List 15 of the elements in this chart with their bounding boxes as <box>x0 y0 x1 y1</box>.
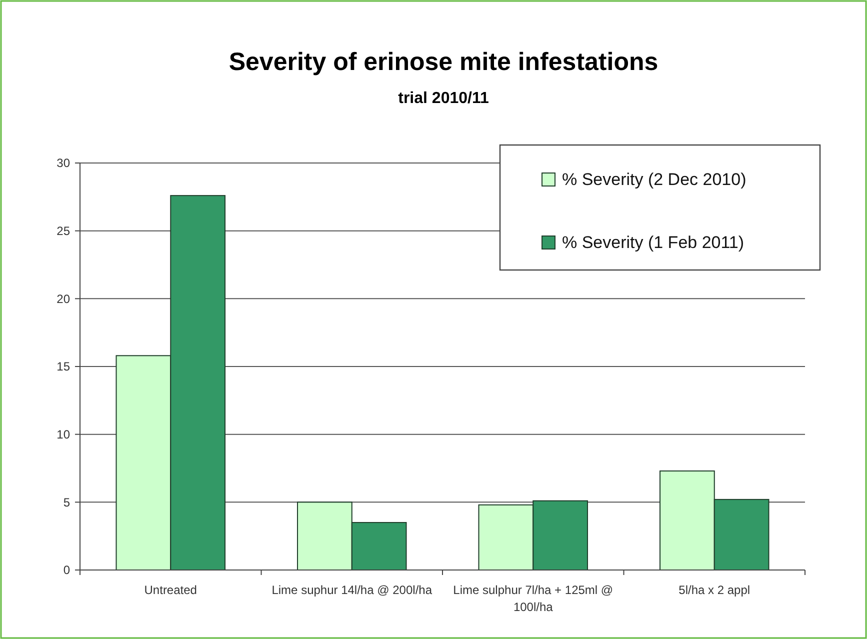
y-tick-label: 20 <box>56 292 70 306</box>
y-tick-label: 15 <box>56 360 70 374</box>
x-tick-label: 5l/ha x 2 appl <box>678 583 750 597</box>
y-tick-label: 25 <box>56 224 70 238</box>
chart-title: Severity of erinose mite infestations <box>228 48 658 76</box>
y-tick-label: 10 <box>56 428 70 442</box>
legend-label: % Severity (1 Feb 2011) <box>562 233 744 252</box>
y-tick-label: 0 <box>63 563 70 578</box>
x-tick-label: Untreated <box>144 583 197 597</box>
y-tick-label: 5 <box>63 495 70 510</box>
legend-label: % Severity (2 Dec 2010) <box>562 170 746 189</box>
y-tick-label: 30 <box>56 156 70 170</box>
x-tick-label: Lime suphur 14l/ha @ 200l/ha <box>272 583 432 597</box>
chart-subtitle: trial 2010/11 <box>398 90 489 107</box>
x-tick-label: Lime sulphur 7l/ha + 125ml @ 100l/ha <box>453 583 614 614</box>
